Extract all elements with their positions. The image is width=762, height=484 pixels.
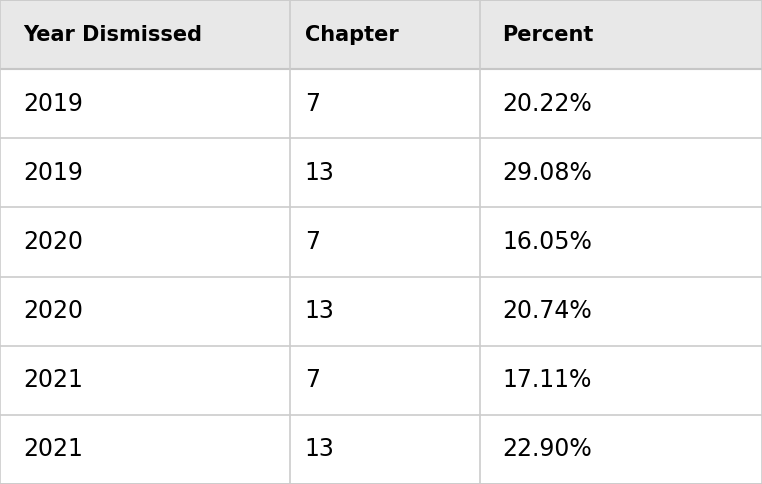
Text: 22.90%: 22.90% xyxy=(503,438,592,461)
Text: 13: 13 xyxy=(305,438,335,461)
FancyBboxPatch shape xyxy=(0,415,762,484)
Text: 13: 13 xyxy=(305,299,335,323)
Text: 17.11%: 17.11% xyxy=(503,368,592,393)
FancyBboxPatch shape xyxy=(0,138,762,208)
Text: 20.22%: 20.22% xyxy=(503,91,592,116)
FancyBboxPatch shape xyxy=(0,346,762,415)
Text: 7: 7 xyxy=(305,91,320,116)
Text: 2020: 2020 xyxy=(23,230,83,254)
Text: Year Dismissed: Year Dismissed xyxy=(23,25,202,45)
Text: 13: 13 xyxy=(305,161,335,185)
Text: 7: 7 xyxy=(305,230,320,254)
Text: 2019: 2019 xyxy=(23,91,83,116)
Text: 2021: 2021 xyxy=(23,438,83,461)
Text: 7: 7 xyxy=(305,368,320,393)
Text: 16.05%: 16.05% xyxy=(503,230,593,254)
Text: 2019: 2019 xyxy=(23,161,83,185)
Text: 2020: 2020 xyxy=(23,299,83,323)
Text: Chapter: Chapter xyxy=(305,25,399,45)
FancyBboxPatch shape xyxy=(0,0,762,69)
Text: 2021: 2021 xyxy=(23,368,83,393)
Text: Percent: Percent xyxy=(503,25,594,45)
Text: 29.08%: 29.08% xyxy=(503,161,593,185)
Text: 20.74%: 20.74% xyxy=(503,299,592,323)
FancyBboxPatch shape xyxy=(0,69,762,138)
FancyBboxPatch shape xyxy=(0,208,762,276)
FancyBboxPatch shape xyxy=(0,276,762,346)
